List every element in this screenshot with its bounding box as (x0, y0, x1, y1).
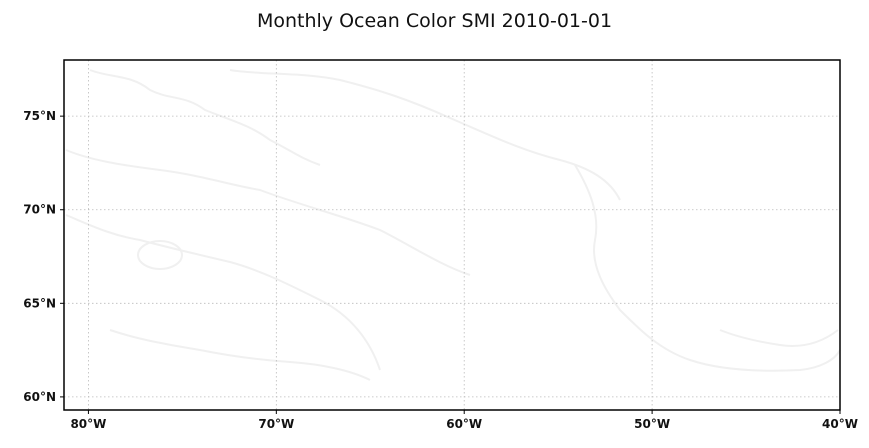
lon-tick-label: 80°W (70, 417, 106, 431)
coastline (574, 164, 841, 372)
lon-tick-label: 60°W (446, 417, 482, 431)
lon-tick-label: 70°W (258, 417, 294, 431)
coastline-layer (65, 69, 841, 381)
lat-tick-label: 60°N (23, 390, 56, 404)
coastline (65, 214, 381, 371)
lat-tick-label: 65°N (23, 296, 56, 310)
gridline-layer (64, 60, 840, 410)
lake-outline (137, 240, 183, 270)
coastline (109, 329, 371, 381)
coastline (229, 69, 621, 201)
coastline (719, 329, 839, 347)
lon-tick-label: 40°W (822, 417, 858, 431)
tick-layer: 80°W 70°W 60°W 50°W 40°W 75°N 70°N 65°N 60°N (23, 109, 858, 431)
map-title: Monthly Ocean Color SMI 2010-01-01 (256, 10, 613, 32)
lat-tick-label: 75°N (23, 109, 56, 123)
map-frame (63, 59, 841, 411)
lat-tick-label: 70°N (23, 203, 56, 217)
coastline (65, 149, 471, 276)
coastline (89, 69, 321, 166)
lon-tick-label: 50°W (634, 417, 670, 431)
